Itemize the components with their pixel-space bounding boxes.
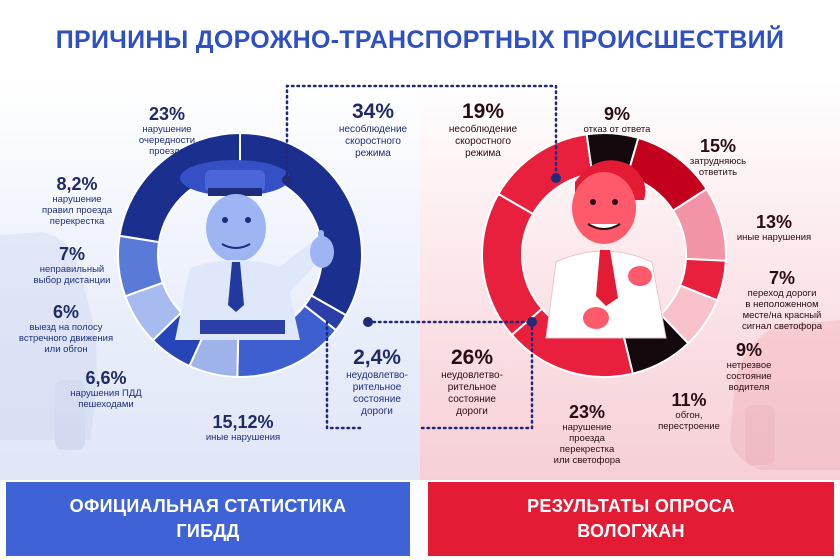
label-right-undecided: 15% затрудняюсь ответить [689, 136, 747, 178]
label-left-intersection: 8,2% нарушение правил проезда перекрестка [41, 174, 112, 227]
label-right-drunk: 9% нетрезвое состояние водителя [726, 340, 772, 393]
connector-dot [363, 317, 373, 327]
page-title: ПРИЧИНЫ ДОРОЖНО-ТРАНСПОРТНЫХ ПРОИСШЕСТВИ… [55, 26, 785, 54]
label-right-crossing: 7% переход дороги в неположенном месте/на… [741, 268, 823, 332]
label-right-overtaking: 11% обгон, перестроение [658, 390, 720, 432]
label-right-other: 13% иные нарушения [736, 212, 812, 243]
banner-official-text: ОФИЦИАЛЬНАЯ СТАТИСТИКА ГИБДД [69, 496, 347, 541]
label-left-oncoming: 6% выезд на полосу встречного движения ил… [18, 302, 114, 355]
label-left-road: 2,4% неудовлетво- рительное состояние дор… [346, 346, 408, 417]
label-left-pedestrians: 6,6% нарушения ПДД пешеходами [70, 368, 142, 410]
donut-slice-official-7 [118, 131, 241, 244]
connector-dot [282, 175, 292, 185]
label-left-other: 15,12% иные нарушения [205, 412, 281, 443]
policeman-illustration [175, 160, 334, 340]
banner-survey-text: РЕЗУЛЬТАТЫ ОПРОСА ВОЛОГЖАН [527, 496, 735, 541]
label-left-speed: 34% несоблюдение скоростного режима [338, 100, 408, 159]
citizen-illustration [545, 160, 667, 339]
car-left-decoration [0, 232, 97, 450]
connector-dot [551, 173, 561, 183]
label-right-refusal: 9% отказ от ответа [583, 104, 651, 135]
donut-slice-survey-8 [481, 192, 544, 337]
connector-lines [285, 84, 558, 430]
connector-dot [527, 317, 537, 327]
label-right-intersection: 23% нарушение проезда перекрестка или све… [553, 402, 621, 466]
label-left-priority: 23% нарушение очередности проезда [138, 104, 196, 157]
label-left-distance: 7% неправильный выбор дистанции [33, 244, 111, 286]
label-right-speed: 19% несоблюдение скоростного режима [448, 100, 518, 159]
car-right-decoration [730, 320, 840, 470]
label-right-road: 26% неудовлетво- рительное состояние доро… [441, 346, 503, 417]
banner-survey-results: РЕЗУЛЬТАТЫ ОПРОСА ВОЛОГЖАН [428, 482, 834, 556]
banner-official-statistics: ОФИЦИАЛЬНАЯ СТАТИСТИКА ГИБДД [6, 482, 410, 556]
